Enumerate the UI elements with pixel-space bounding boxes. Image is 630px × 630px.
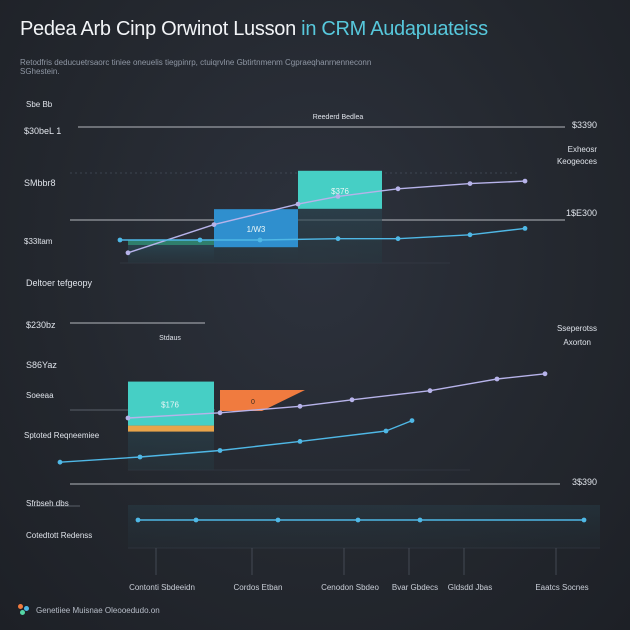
p2-annotation: Stdaus [159, 335, 181, 342]
p2-line-lower-point [297, 439, 303, 444]
p1-line-baseline-point [395, 236, 401, 242]
brand: Genetiiee Muisnae Oleooedudo.on [18, 604, 160, 616]
p3-tick-label: Contonti Sbdeeidn [129, 583, 195, 592]
p2-wedge-label: 0 [251, 399, 255, 406]
brand-text: Genetiiee Muisnae Oleooedudo.on [36, 605, 160, 615]
p2-line-lower [59, 419, 413, 463]
p1-bar-label: $376 [331, 187, 349, 196]
p3-line-point [193, 517, 199, 523]
p2-line-upper-point [349, 397, 355, 403]
chart-marks: 1/W3 $376 $176 0 Contonti Sbdeeidn Cordos Etb… [57, 170, 600, 592]
p1-line-baseline-point [522, 226, 528, 231]
p2-line-upper-point [217, 410, 223, 416]
p1-line-expected-point [125, 250, 131, 256]
logo-dots-icon [18, 604, 30, 616]
p2-ylabel-0: $230bz [26, 320, 56, 330]
p1-right-2: Keogeoces [557, 157, 597, 166]
p3-tick-label: Eaatcs Socnes [535, 583, 588, 592]
subtitle: Retodfris deducuetrsaorc tiniee oneuelis… [20, 58, 372, 76]
p3-area [128, 505, 600, 548]
p2-title: Deltoer tefgeopy [26, 278, 93, 288]
p2-bar-label: $176 [161, 401, 179, 410]
p1-line-baseline-point [117, 237, 123, 243]
p1-right-0: $3390 [572, 120, 597, 130]
p1-line-expected-point [211, 222, 217, 228]
p1-bar [214, 209, 298, 248]
p2-line-upper-point [427, 388, 433, 394]
p3-line-point [355, 517, 361, 523]
p3-right-0: 3$390 [572, 477, 597, 487]
p2-line-upper-point [125, 415, 131, 421]
p2-ylabel-1: S86Yaz [26, 360, 57, 370]
p1-right-3: 1$E300 [566, 208, 597, 218]
p2-line-lower-point [383, 428, 389, 434]
p1-line-expected-point [522, 178, 528, 184]
p3-tick-label: Gldsdd Jbas [448, 583, 492, 592]
p1-ylabel-3: $33ltam [24, 237, 53, 246]
p1-bar [298, 170, 382, 209]
p3-tick-label: Cenodon Sbdeo [321, 583, 379, 592]
p2-line-upper-point [542, 371, 548, 377]
title-accent: in CRM Audapuateiss [301, 18, 488, 40]
p2-orange-wedge [220, 390, 305, 411]
p3-tick-label: Cordos Etban [234, 583, 283, 592]
p3-line-point [417, 517, 423, 523]
p1-line-baseline-point [467, 232, 473, 238]
p1-ylabel-0: Sbe Bb [26, 100, 53, 109]
p2-right-1: Axorton [563, 338, 591, 347]
p2-right-0: Sseperotss [557, 324, 597, 333]
p1-right-1: Exheosr [568, 145, 598, 154]
title-main: Pedea Arb Cinp Orwinot Lusson [20, 18, 302, 40]
p1-line-expected-point [295, 201, 301, 207]
p2-line-lower-point [409, 418, 415, 423]
p1-line-expected-point [335, 194, 341, 199]
p1-line-expected-point [395, 186, 401, 192]
p3-ylabel-1: Cotedtott Redenss [26, 531, 92, 540]
p2-line-upper-point [297, 403, 303, 409]
p1-bar-label: 1/W3 [247, 225, 266, 234]
p3-line-point [275, 517, 281, 523]
p1-line-expected-point [467, 181, 473, 187]
page-title: Pedea Arb Cinp Orwinot Lusson in CRM Aud… [20, 18, 488, 41]
p1-line-baseline-point [197, 237, 203, 243]
p2-bar-stack [128, 425, 214, 432]
p1-ylabel-1: $30beL 1 [24, 126, 61, 136]
p2-ylabel-2: Soeeaa [26, 391, 54, 400]
p2-line-lower-point [57, 459, 63, 465]
p3-line-point [581, 517, 587, 523]
p2-line-lower-point [217, 448, 223, 453]
p2-line-upper-point [494, 376, 500, 382]
p3-line-point [135, 517, 141, 523]
p1-line-baseline-point [335, 236, 341, 242]
p1-bar [128, 240, 214, 245]
p1-line-baseline-point [257, 237, 263, 243]
p1-annotation: Reederd Bedlea [313, 114, 364, 121]
p2-bar [128, 381, 214, 426]
p3-ylabel-0: Sfrbseh dbs [26, 499, 69, 508]
p3-tick-label: Bvar Gbdecs [392, 583, 438, 592]
p2-line-lower-point [137, 454, 143, 460]
p1-ylabel-2: SMbbr8 [24, 178, 56, 188]
p2-ylabel-3: Sptoted Reqneemiee [24, 431, 100, 440]
